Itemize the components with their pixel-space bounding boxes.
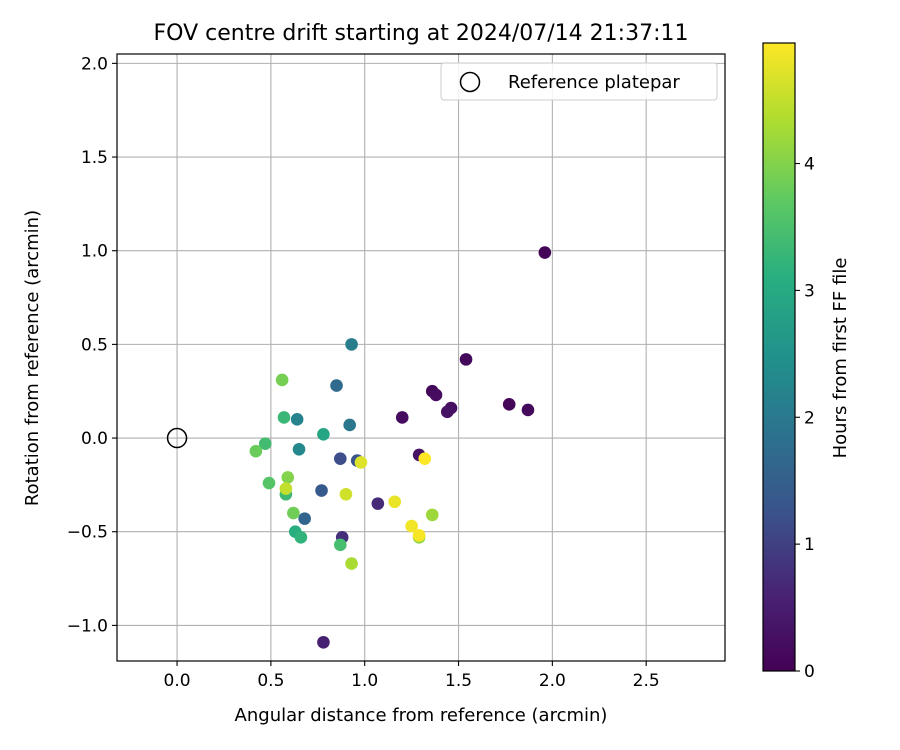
x-tick-label: 1.5 [445, 671, 472, 691]
data-point [345, 557, 358, 570]
data-point [281, 471, 295, 484]
data-point [334, 538, 347, 552]
data-points [249, 246, 552, 649]
colorbar-ticks: 0 1 2 3 4 [795, 155, 815, 682]
colorbar-title: Hours from first FF file [830, 258, 851, 459]
data-point [258, 437, 272, 450]
y-tick-label: 2.0 [81, 54, 108, 74]
data-point [334, 452, 347, 465]
data-point [354, 456, 368, 469]
data-point [345, 338, 358, 351]
data-point [292, 442, 306, 456]
x-tick-label: 1.0 [351, 671, 378, 691]
legend: Reference platepar [440, 62, 718, 101]
data-point [317, 428, 330, 441]
x-tick-label: 2.0 [539, 671, 566, 691]
y-tick-label: 0.0 [81, 429, 108, 449]
x-axis-title: Angular distance from reference (arcmin) [235, 705, 608, 726]
data-point [429, 388, 443, 402]
colorbar-tick-label: 4 [804, 155, 815, 175]
data-point [538, 246, 552, 259]
data-point [343, 418, 356, 432]
data-point [277, 411, 291, 424]
x-axis-ticks: 0.0 0.5 1.0 1.5 2.0 2.5 [164, 661, 660, 691]
data-point [521, 403, 535, 417]
data-point [440, 405, 454, 419]
data-point [315, 484, 328, 497]
data-point [425, 508, 439, 522]
data-point [395, 411, 409, 424]
data-point [405, 519, 418, 533]
y-axis-title: Rotation from reference (arcmin) [22, 210, 43, 506]
data-point [275, 373, 289, 387]
y-tick-label: −0.5 [67, 523, 108, 543]
data-point [502, 398, 516, 411]
data-point [262, 476, 276, 490]
y-tick-label: −1.0 [67, 616, 108, 636]
data-point [459, 353, 473, 366]
legend-reference-icon [459, 71, 481, 93]
y-axis-ticks: −1.0 −0.5 0.0 0.5 1.0 1.5 2.0 [67, 54, 117, 636]
data-point [249, 444, 263, 458]
grid-lines [117, 54, 725, 661]
data-point [279, 482, 293, 495]
data-point [412, 529, 426, 542]
legend-entry-label: Reference platepar [508, 72, 680, 93]
data-point [388, 495, 402, 509]
data-point [339, 487, 353, 501]
x-tick-label: 0.5 [257, 671, 284, 691]
data-point [294, 531, 308, 544]
y-tick-label: 1.5 [81, 148, 108, 168]
colorbar-tick-label: 2 [804, 408, 815, 428]
data-point [418, 452, 432, 465]
colorbar-tick-label: 1 [804, 535, 815, 555]
colorbar-tick-label: 3 [804, 281, 815, 301]
colorbar-tick-label: 0 [804, 662, 815, 682]
plot-frame [116, 53, 726, 662]
data-point [287, 506, 300, 520]
y-tick-label: 1.0 [81, 242, 108, 262]
colorbar [762, 42, 796, 672]
legend-box [440, 62, 718, 101]
y-tick-label: 0.5 [81, 335, 108, 355]
data-point [290, 413, 304, 426]
chart-title: FOV centre drift starting at 2024/07/14 … [154, 21, 689, 46]
data-point [298, 512, 311, 525]
reference-platepar-marker [166, 427, 188, 449]
x-tick-label: 0.0 [164, 671, 191, 691]
data-point [371, 497, 385, 510]
x-tick-label: 2.5 [633, 671, 660, 691]
data-point [317, 635, 330, 649]
data-point [330, 379, 343, 392]
